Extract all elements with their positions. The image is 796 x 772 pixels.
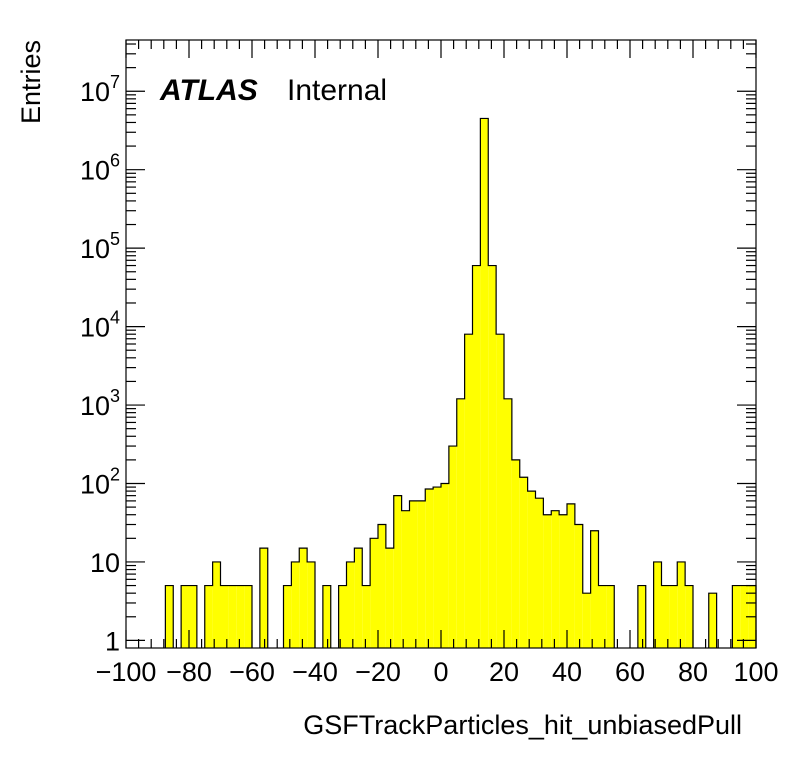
x-tick-label: −60 (229, 657, 275, 687)
histogram-bin (448, 446, 457, 648)
x-tick-labels: −100 −80 −60 −40 −20 0 20 40 60 80 100 (96, 657, 779, 687)
y-tick-labels: 1 10 102 103 104 105 106 107 (80, 72, 120, 656)
histogram-bin (732, 585, 741, 648)
y-tick-label: 105 (80, 229, 120, 264)
atlas-label: ATLAS (159, 74, 258, 107)
histogram-bin (322, 585, 331, 648)
axis-ticks (125, 40, 757, 648)
histogram-bin (189, 585, 197, 648)
histogram-bin (740, 585, 749, 648)
histogram-bin (685, 585, 693, 648)
histogram-bin (551, 510, 560, 648)
histogram-bin (504, 398, 512, 648)
histogram-bin (220, 585, 229, 648)
x-tick-label: −20 (355, 657, 401, 687)
x-tick-label: 20 (489, 657, 519, 687)
histogram-bin (433, 487, 441, 648)
histogram-bin (511, 459, 520, 648)
histogram-bin (236, 585, 245, 648)
histogram-bin (409, 500, 418, 648)
histogram-bin (338, 585, 347, 648)
histogram-bin (472, 265, 481, 648)
x-tick-label: −40 (292, 657, 338, 687)
x-tick-label: 40 (552, 657, 582, 687)
histogram-bin (669, 585, 678, 648)
x-tick-label: 0 (433, 657, 448, 687)
histogram-bin (598, 585, 607, 648)
histogram-bin (299, 548, 308, 648)
histogram-bin (567, 503, 575, 648)
x-axis-label: GSFTrackParticles_hit_unbiasedPull (303, 710, 742, 740)
histogram-bin (519, 477, 528, 648)
histogram-bin (496, 334, 504, 648)
histogram-bin (708, 593, 717, 648)
histogram-bin (378, 524, 386, 648)
histogram-bin (527, 491, 536, 648)
histogram-bin (543, 514, 552, 648)
histogram-bin (574, 524, 583, 648)
histogram-outline (164, 117, 757, 648)
histogram-bin (606, 585, 615, 648)
y-tick-label: 1 (105, 626, 120, 656)
y-tick-label: 102 (80, 464, 120, 499)
histogram-bin (307, 561, 315, 648)
histogram-bin (488, 265, 497, 648)
y-tick-label: 107 (80, 72, 120, 107)
histogram-bin (228, 585, 237, 648)
histogram-bin (425, 489, 434, 648)
x-tick-label: −80 (166, 657, 212, 687)
atlas-sublabel: Internal (287, 74, 387, 107)
histogram-bin (582, 593, 591, 648)
histogram-bin (661, 585, 670, 648)
y-tick-label: 10 (90, 548, 120, 578)
histogram-bin (165, 585, 174, 648)
x-tick-label: −100 (96, 657, 157, 687)
histogram-bin (283, 585, 292, 648)
histogram-bin (385, 548, 394, 648)
histogram-bin (259, 548, 268, 648)
y-tick-label: 106 (80, 151, 120, 186)
histogram-bin (559, 514, 567, 648)
histogram-bin (535, 498, 544, 648)
y-tick-label: 104 (80, 308, 120, 343)
y-axis-label: Entries (16, 40, 46, 124)
histogram-bin (401, 510, 410, 648)
histogram-bin (354, 548, 363, 648)
histogram-bin (291, 561, 300, 648)
histogram-bin (370, 538, 378, 648)
histogram-bin (464, 334, 473, 648)
histogram-bin (212, 561, 221, 648)
histogram-bin (417, 500, 426, 648)
histogram-bin (441, 483, 449, 648)
x-tick-label: 100 (733, 657, 778, 687)
histogram-bin (590, 530, 599, 648)
histogram-bin (362, 585, 371, 648)
histogram-bin (244, 585, 252, 648)
histogram-bin (637, 585, 646, 648)
histogram-bin (480, 118, 489, 648)
histogram-bin (181, 585, 189, 648)
histogram-bin (204, 585, 213, 648)
y-tick-label: 103 (80, 386, 120, 421)
histogram-bin (677, 561, 686, 648)
x-tick-label: 80 (678, 657, 708, 687)
histogram-bin (346, 561, 355, 648)
x-tick-label: 60 (615, 657, 645, 687)
histogram-bin (653, 561, 662, 648)
histogram-bin (456, 398, 465, 648)
histogram-bin (393, 495, 402, 648)
